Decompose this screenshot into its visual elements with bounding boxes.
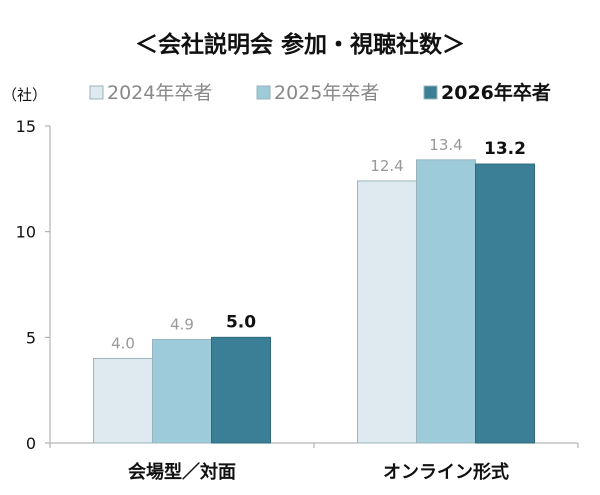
data-label-2-3: 13.2 — [484, 139, 526, 159]
data-labels: 4.0 4.9 5.0 12.4 13.4 13.2 — [111, 136, 526, 353]
data-label-1-1: 4.0 — [111, 334, 135, 352]
legend-label-1: 2024年卒者 — [107, 82, 212, 104]
chart-title: ＜会社説明会 参加・視聴社数＞ — [135, 31, 465, 58]
bar-2-1 — [357, 180, 417, 444]
y-tick-label: 0 — [26, 434, 36, 453]
bars — [93, 159, 535, 444]
y-tick-label: 5 — [26, 328, 36, 347]
x-category-label: 会場型／対面 — [128, 461, 236, 483]
bar-2-2 — [416, 159, 476, 444]
legend: 2024年卒者 2025年卒者 2026年卒者 — [89, 81, 551, 104]
bar-1-2 — [152, 338, 212, 444]
y-tick-label: 10 — [16, 223, 36, 242]
data-label-2-2: 13.4 — [429, 136, 462, 154]
data-label-1-2: 4.9 — [170, 315, 194, 333]
legend-label-3: 2026年卒者 — [441, 81, 551, 104]
x-category-label: オンライン形式 — [383, 461, 509, 483]
x-axis-labels: 会場型／対面 オンライン形式 — [128, 461, 509, 483]
bar-1-1 — [93, 357, 153, 444]
legend-swatch-1 — [89, 85, 104, 100]
bar-2-3 — [475, 163, 535, 444]
legend-label-2: 2025年卒者 — [274, 82, 379, 104]
data-label-2-1: 12.4 — [370, 157, 403, 175]
bar-1-3 — [211, 336, 271, 444]
legend-swatch-2 — [256, 85, 271, 100]
data-label-1-3: 5.0 — [226, 312, 256, 332]
y-tick-label: 15 — [16, 117, 36, 136]
legend-swatch-3 — [423, 85, 438, 100]
y-unit-label: （社） — [2, 86, 47, 104]
